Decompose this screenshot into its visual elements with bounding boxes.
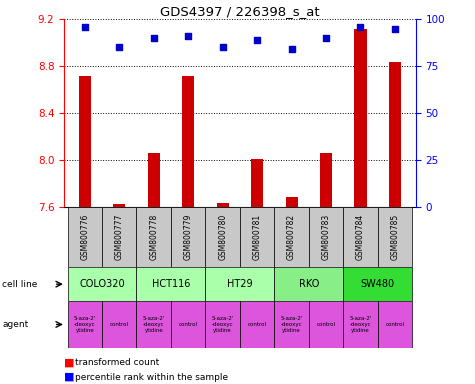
Text: HT29: HT29 [227, 279, 253, 289]
Text: GSM800782: GSM800782 [287, 214, 296, 260]
Text: percentile rank within the sample: percentile rank within the sample [75, 372, 228, 382]
Bar [285, 197, 298, 207]
Text: GSM800781: GSM800781 [253, 214, 262, 260]
Bar [136, 267, 205, 301]
Text: transformed count: transformed count [75, 358, 159, 367]
Bar [354, 29, 367, 207]
Text: GSM800783: GSM800783 [322, 214, 331, 260]
Text: control: control [247, 322, 266, 327]
Point [184, 33, 192, 39]
Bar [67, 267, 136, 301]
Text: HCT116: HCT116 [152, 279, 190, 289]
Text: agent: agent [2, 320, 28, 329]
Text: 5-aza-2'
-deoxyc
ytidine: 5-aza-2' -deoxyc ytidine [142, 316, 165, 333]
Bar [171, 207, 205, 267]
Bar [102, 207, 136, 267]
Bar [67, 207, 102, 267]
Text: ■: ■ [64, 372, 75, 382]
Point [322, 35, 330, 41]
Bar [205, 301, 240, 348]
Text: GSM800776: GSM800776 [80, 214, 89, 260]
Bar [389, 61, 401, 207]
Text: GSM800780: GSM800780 [218, 214, 227, 260]
Bar [148, 153, 160, 207]
Bar [67, 301, 102, 348]
Point [219, 45, 227, 51]
Bar [309, 207, 343, 267]
Text: control: control [110, 322, 129, 327]
Point [150, 35, 158, 41]
Point [253, 37, 261, 43]
Text: GSM800784: GSM800784 [356, 214, 365, 260]
Point [81, 24, 89, 30]
Point [288, 46, 295, 52]
Bar [240, 301, 275, 348]
Point [357, 24, 364, 30]
Bar [205, 207, 240, 267]
Bar [217, 203, 228, 207]
Text: cell line: cell line [2, 280, 38, 289]
Bar [275, 207, 309, 267]
Bar [205, 267, 275, 301]
Bar [378, 207, 412, 267]
Text: 5-aza-2'
-deoxyc
ytidine: 5-aza-2' -deoxyc ytidine [280, 316, 303, 333]
Text: 5-aza-2'
-deoxyc
ytidine: 5-aza-2' -deoxyc ytidine [349, 316, 371, 333]
Bar [251, 159, 263, 207]
Bar [79, 76, 91, 207]
Point [391, 26, 399, 32]
Text: RKO: RKO [299, 279, 319, 289]
Bar [182, 76, 194, 207]
Title: GDS4397 / 226398_s_at: GDS4397 / 226398_s_at [160, 5, 320, 18]
Bar [171, 301, 205, 348]
Text: GSM800785: GSM800785 [390, 214, 399, 260]
Text: control: control [385, 322, 404, 327]
Text: 5-aza-2'
-deoxyc
ytidine: 5-aza-2' -deoxyc ytidine [211, 316, 234, 333]
Bar [275, 267, 343, 301]
Bar [102, 301, 136, 348]
Text: control: control [316, 322, 335, 327]
Bar [136, 207, 171, 267]
Bar [378, 301, 412, 348]
Bar [240, 207, 275, 267]
Text: SW480: SW480 [361, 279, 395, 289]
Text: 5-aza-2'
-deoxyc
ytidine: 5-aza-2' -deoxyc ytidine [74, 316, 96, 333]
Point [115, 45, 123, 51]
Bar [136, 301, 171, 348]
Bar [275, 301, 309, 348]
Text: COLO320: COLO320 [79, 279, 125, 289]
Bar [113, 204, 125, 207]
Text: control: control [179, 322, 198, 327]
Bar [320, 153, 332, 207]
Bar [343, 267, 412, 301]
Bar [343, 301, 378, 348]
Bar [309, 301, 343, 348]
Bar [343, 207, 378, 267]
Text: GSM800778: GSM800778 [149, 214, 158, 260]
Text: ■: ■ [64, 358, 75, 368]
Text: GSM800777: GSM800777 [115, 214, 124, 260]
Text: GSM800779: GSM800779 [184, 214, 193, 260]
